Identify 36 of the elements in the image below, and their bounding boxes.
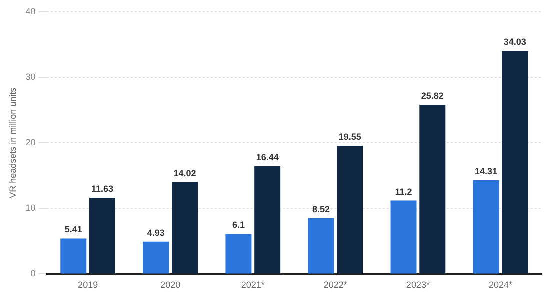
data-label: 4.93 bbox=[147, 228, 165, 238]
data-label: 19.55 bbox=[338, 132, 362, 142]
data-label: 11.2 bbox=[395, 186, 412, 197]
x-tick-label: 2021* bbox=[241, 280, 266, 290]
bar bbox=[390, 200, 417, 274]
y-tick-label: 40 bbox=[26, 6, 36, 16]
x-tick-label: 2019 bbox=[78, 280, 98, 290]
data-label: 25.82 bbox=[421, 90, 444, 101]
y-axis-title: VR headsets in million units bbox=[8, 87, 18, 198]
data-label: 14.02 bbox=[174, 168, 196, 178]
y-tick-label: 20 bbox=[26, 138, 36, 148]
x-tick-label: 2024* bbox=[488, 280, 513, 290]
y-tick-label: 10 bbox=[26, 203, 36, 214]
x-tick-label: 2023* bbox=[406, 280, 430, 290]
bar bbox=[502, 51, 528, 274]
bar bbox=[254, 166, 281, 274]
data-label: 34.03 bbox=[504, 37, 526, 48]
data-label: 5.41 bbox=[64, 224, 82, 235]
bar bbox=[473, 180, 500, 274]
data-label: 16.44 bbox=[256, 152, 279, 162]
bar bbox=[60, 238, 87, 274]
data-label: 6.1 bbox=[232, 220, 245, 230]
bar bbox=[143, 242, 170, 274]
bar bbox=[172, 182, 198, 274]
x-tick-label: 2022* bbox=[324, 280, 348, 290]
bar bbox=[226, 234, 252, 274]
y-tick-label: 30 bbox=[26, 72, 36, 82]
data-label: 14.31 bbox=[475, 166, 498, 176]
bar bbox=[337, 146, 364, 274]
data-label: 8.52 bbox=[312, 204, 330, 214]
y-tick-label: 0 bbox=[30, 268, 36, 279]
bar bbox=[90, 198, 116, 274]
x-tick-label: 2020 bbox=[160, 280, 181, 290]
bar bbox=[308, 218, 334, 274]
bar bbox=[420, 104, 446, 274]
data-label: 11.63 bbox=[92, 184, 114, 194]
